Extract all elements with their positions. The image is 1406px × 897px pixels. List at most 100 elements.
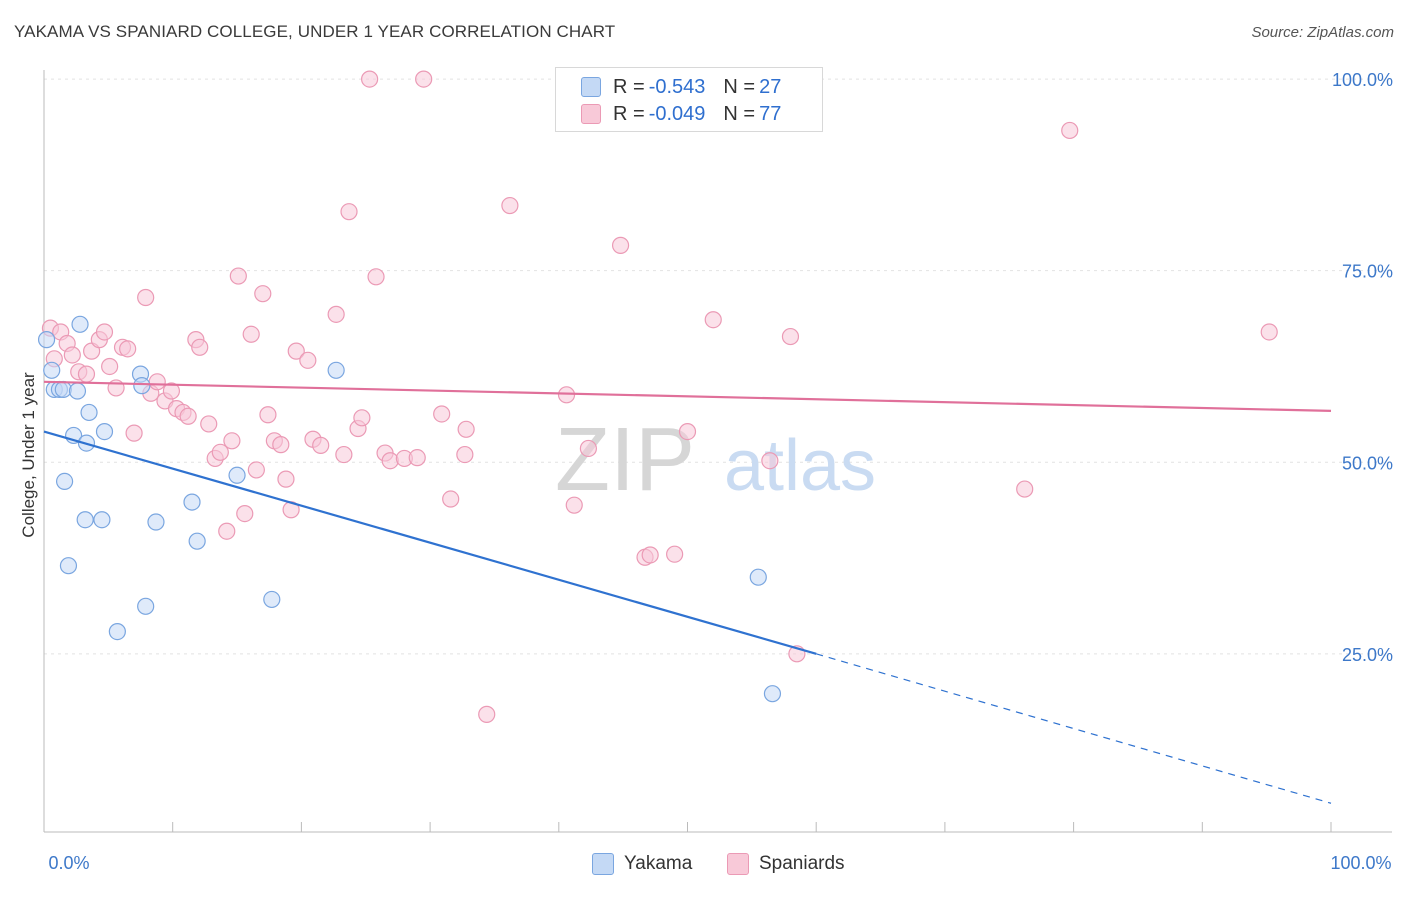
- stats-legend: R = -0.543 N = 27 R = -0.049 N = 77: [555, 67, 823, 132]
- spaniards-point: [179, 407, 197, 425]
- spaniards-trend-line: [43, 380, 1332, 413]
- spaniards-point: [223, 432, 241, 450]
- yakama-point: [133, 377, 151, 395]
- bottom-legend-label-spaniards: Spaniards: [759, 853, 845, 874]
- spaniards-point: [761, 452, 779, 470]
- yakama-point: [183, 493, 201, 511]
- spaniards-point: [242, 325, 260, 343]
- legend-row-yakama: R = -0.543 N = 27: [581, 75, 781, 99]
- trend-lines: [43, 380, 1332, 804]
- spaniards-point: [211, 443, 229, 461]
- spaniards-point: [312, 436, 330, 454]
- yakama-point: [54, 380, 72, 399]
- spaniards-point: [457, 420, 475, 438]
- spaniards-point: [1016, 480, 1034, 498]
- watermark-zip: ZIP: [555, 410, 695, 510]
- spaniards-point: [579, 439, 598, 458]
- spaniards-point: [381, 452, 399, 470]
- legend-n-label: N =: [723, 75, 756, 98]
- legend-swatch-spaniards: [581, 104, 601, 124]
- yakama-point: [108, 623, 126, 641]
- legend-r-label: R =: [613, 75, 645, 98]
- spaniards-point: [433, 405, 451, 423]
- spaniards-point: [478, 705, 496, 723]
- yakama-point: [327, 361, 345, 379]
- chart-title: YAKAMA VS SPANIARD COLLEGE, UNDER 1 YEAR…: [14, 22, 616, 41]
- yakama-point: [228, 466, 246, 484]
- spaniards-point: [77, 365, 96, 383]
- spaniards-point: [408, 449, 426, 467]
- yakama-point: [76, 511, 94, 529]
- y-tick-label: 25.0%: [1342, 645, 1393, 665]
- legend-n-value: 27: [759, 75, 782, 98]
- legend-swatch-yakama: [581, 77, 601, 97]
- spaniards-points: [41, 70, 1278, 723]
- spaniards-point: [229, 267, 247, 285]
- spaniards-point: [678, 422, 697, 441]
- yakama-point: [80, 403, 98, 422]
- yakama-point: [763, 685, 782, 703]
- gridlines: [44, 78, 1392, 655]
- y-tick-label: 75.0%: [1342, 262, 1393, 282]
- yakama-point: [71, 315, 89, 333]
- spaniards-point: [353, 409, 371, 427]
- spaniards-point: [236, 504, 254, 523]
- legend-n-label: N =: [723, 102, 756, 125]
- legend-r-value: -0.049: [648, 102, 706, 125]
- y-tick-labels: 25.0% 50.0% 75.0% 100.0%: [1332, 70, 1393, 665]
- bottom-legend-swatch-yakama: [592, 853, 614, 875]
- spaniards-point: [611, 236, 630, 254]
- spaniards-point: [272, 436, 290, 454]
- spaniards-point: [1260, 323, 1278, 341]
- spaniards-point: [95, 323, 114, 341]
- spaniards-point: [340, 203, 358, 221]
- spaniards-point: [137, 288, 155, 307]
- legend-r-label: R =: [613, 102, 645, 125]
- spaniards-point: [162, 382, 181, 400]
- yakama-point: [55, 472, 74, 491]
- yakama-trend-line: [43, 430, 817, 655]
- spaniards-point: [277, 470, 295, 488]
- watermark-atlas: atlas: [724, 426, 876, 506]
- spaniards-point: [361, 70, 379, 88]
- y-tick-label: 100.0%: [1332, 70, 1393, 90]
- spaniards-point: [148, 373, 166, 391]
- yakama-point: [37, 331, 56, 349]
- spaniards-point: [200, 415, 218, 433]
- yakama-point: [68, 382, 87, 400]
- yakama-trend-extension: [816, 653, 1332, 804]
- spaniards-point: [501, 196, 519, 215]
- spaniards-point: [442, 490, 460, 508]
- yakama-point: [137, 597, 155, 615]
- x-tick-label-min: 0.0%: [48, 853, 89, 873]
- spaniards-point: [704, 311, 722, 329]
- yakama-point: [59, 557, 78, 575]
- spaniards-point: [259, 406, 277, 424]
- bottom-legend-swatch-spaniards: [727, 853, 749, 875]
- spaniards-point: [565, 496, 583, 514]
- legend-r-value: -0.543: [648, 75, 706, 98]
- source-label: Source: ZipAtlas.com: [1251, 24, 1394, 41]
- yakama-point: [263, 590, 281, 609]
- spaniards-point: [119, 340, 137, 358]
- yakama-point: [147, 513, 165, 531]
- watermark: ZIP atlas: [555, 410, 876, 510]
- x-tick-label-max: 100.0%: [1330, 853, 1391, 873]
- spaniards-point: [666, 545, 684, 563]
- yakama-point: [93, 511, 111, 529]
- bottom-legend-yakama: Yakama: [592, 851, 692, 877]
- spaniards-point: [247, 461, 265, 479]
- spaniards-point: [63, 346, 81, 364]
- spaniards-point: [101, 357, 119, 376]
- spaniards-point: [299, 351, 317, 369]
- spaniards-point: [367, 268, 385, 286]
- yakama-point: [95, 422, 114, 441]
- spaniards-point: [335, 445, 353, 464]
- spaniards-point: [254, 285, 272, 303]
- spaniards-point: [781, 327, 800, 346]
- legend-n-value: 77: [759, 102, 782, 125]
- spaniards-point: [327, 305, 345, 323]
- yakama-point: [43, 361, 61, 379]
